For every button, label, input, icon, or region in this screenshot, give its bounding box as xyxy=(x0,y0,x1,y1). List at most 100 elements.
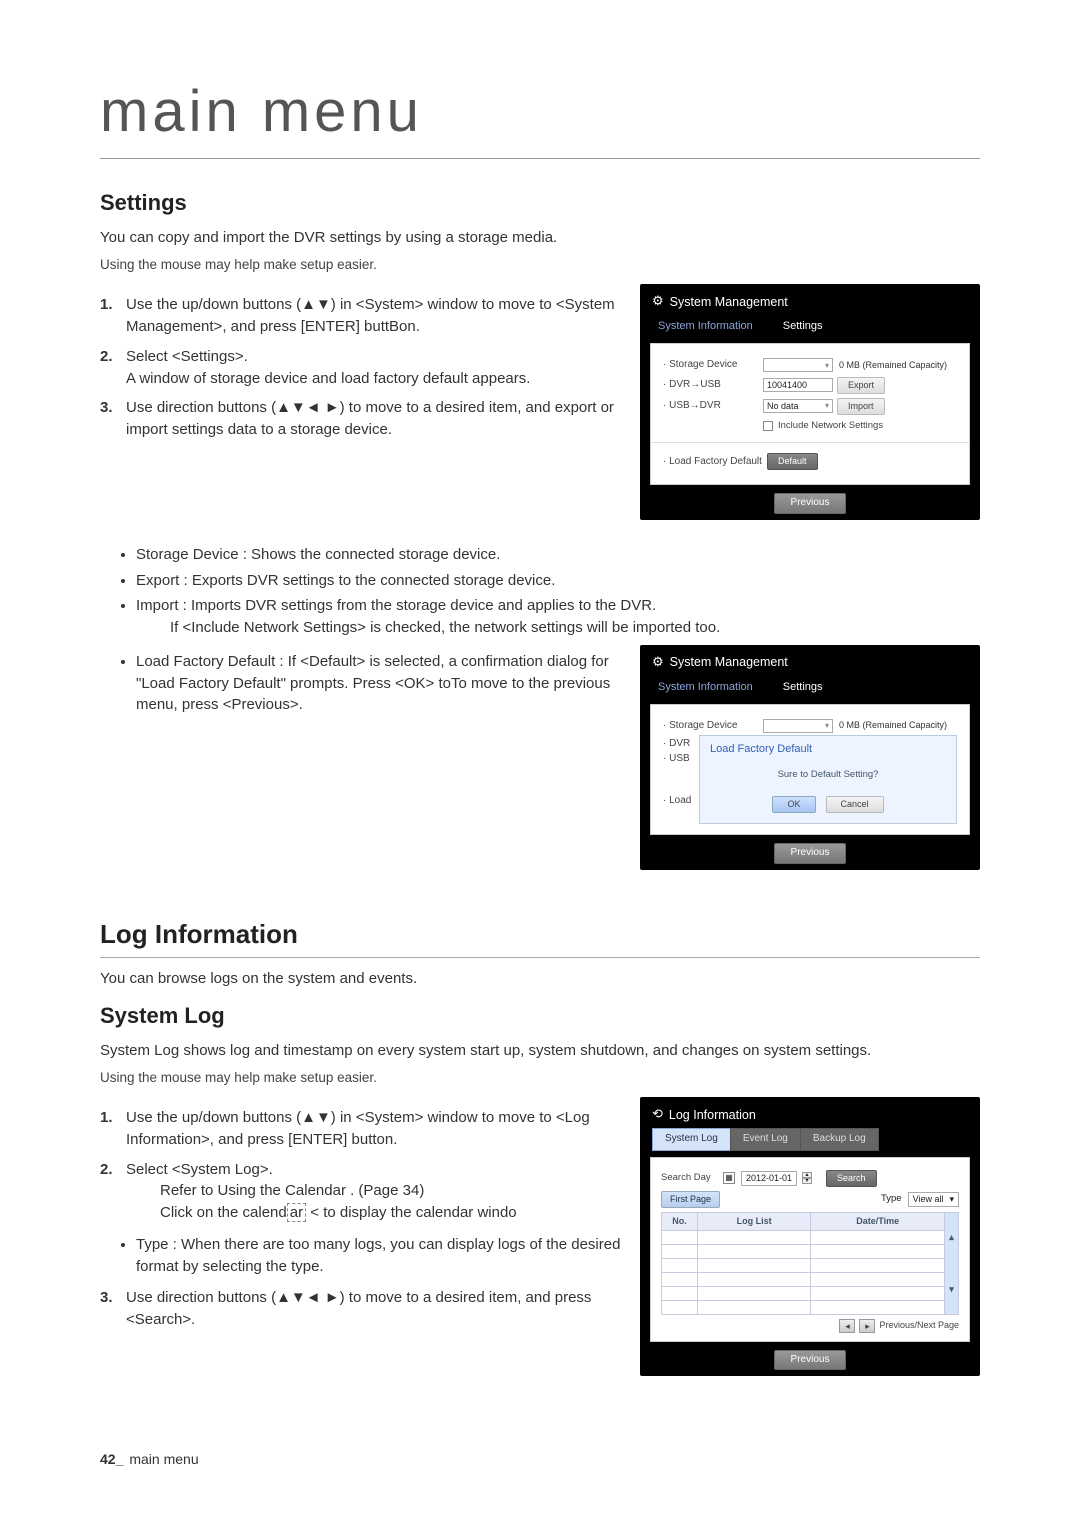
pager-prev-button[interactable]: ◂ xyxy=(839,1319,855,1333)
bullet-import: Import : Imports DVR settings from the s… xyxy=(136,595,980,639)
remained-capacity: 0 MB (Remained Capacity) xyxy=(839,359,947,372)
screenshot-system-management-settings: System Management System Information Set… xyxy=(640,284,980,520)
lbl-usb-dvr: USB→DVR xyxy=(663,399,763,414)
col-no: No. xyxy=(662,1212,698,1230)
side-load: · Load xyxy=(663,794,693,809)
ok-button[interactable]: OK xyxy=(772,796,815,813)
system-log-intro: System Log shows log and timestamp on ev… xyxy=(100,1040,980,1062)
step-1-text: Use the up/down buttons (▲▼) in <System>… xyxy=(126,296,615,335)
table-row xyxy=(662,1230,959,1244)
footer-text: main menu xyxy=(129,1451,198,1467)
table-row xyxy=(662,1258,959,1272)
pager-next-button[interactable]: ▸ xyxy=(859,1319,875,1333)
dialog-message: Sure to Default Setting? xyxy=(710,768,946,782)
page-title: main menu xyxy=(100,70,980,159)
screenshot-log-information: Log Information System Log Event Log Bac… xyxy=(640,1097,980,1376)
page-number: 42_ xyxy=(100,1451,123,1467)
bullet-import-note: If <Include Network Settings> is checked… xyxy=(136,617,980,639)
bullet-export: Export : Exports DVR settings to the con… xyxy=(136,570,980,592)
lbl-load-factory-default: Load Factory Default xyxy=(663,455,763,470)
log-information-heading: Log Information xyxy=(100,916,980,959)
settings-note: Using the mouse may help make setup easi… xyxy=(100,255,980,275)
shot2-title: System Management xyxy=(670,653,788,671)
system-log-heading: System Log xyxy=(100,1000,980,1032)
table-row xyxy=(662,1300,959,1314)
settings-heading: Settings xyxy=(100,187,980,219)
log-step-2: 2. Select <System Log>. Refer to Using t… xyxy=(122,1159,622,1224)
default-button[interactable]: Default xyxy=(767,453,818,470)
step-2: 2. Select <Settings>. A window of storag… xyxy=(122,346,622,390)
previous-button[interactable]: Previous xyxy=(774,1350,847,1371)
tab-system-information[interactable]: System Information xyxy=(658,680,753,696)
storage-device-select[interactable]: ▾ xyxy=(763,719,833,733)
log-table: No. Log List Date/Time ▴▾ xyxy=(661,1212,959,1315)
log-step-1: 1.Use the up/down buttons (▲▼) in <Syste… xyxy=(122,1107,622,1151)
stepper-down-icon[interactable]: ▾ xyxy=(802,1178,812,1184)
table-row xyxy=(662,1286,959,1300)
tab-settings[interactable]: Settings xyxy=(783,319,823,335)
back-icon xyxy=(652,1105,663,1124)
bullet-type: Type : When there are too many logs, you… xyxy=(136,1234,622,1278)
settings-intro: You can copy and import the DVR settings… xyxy=(100,227,980,249)
include-network-label: Include Network Settings xyxy=(778,419,883,433)
bullet-storage-device: Storage Device : Shows the connected sto… xyxy=(136,544,980,566)
tab-settings[interactable]: Settings xyxy=(783,680,823,696)
lbl-storage-device: Storage Device xyxy=(663,358,763,373)
side-dvr: · DVR xyxy=(663,737,693,752)
storage-device-select[interactable]: ▾ xyxy=(763,358,833,372)
system-log-note: Using the mouse may help make setup easi… xyxy=(100,1068,980,1088)
shot1-title: System Management xyxy=(670,293,788,311)
highlight-box: ar xyxy=(287,1203,306,1222)
previous-button[interactable]: Previous xyxy=(774,493,847,514)
page-footer: 42_ main menu xyxy=(100,1449,980,1469)
step-2b: A window of storage device and load fact… xyxy=(126,370,530,387)
lbl-storage-device: Storage Device xyxy=(663,719,763,734)
bullet-load-factory-default: Load Factory Default : If <Default> is s… xyxy=(136,651,622,716)
table-row xyxy=(662,1244,959,1258)
import-button[interactable]: Import xyxy=(837,398,885,415)
tab-system-log[interactable]: System Log xyxy=(652,1128,731,1151)
log-step-3: 3.Use direction buttons (▲▼◄ ►) to move … xyxy=(122,1287,622,1331)
first-page-button[interactable]: First Page xyxy=(661,1191,720,1208)
scrollbar[interactable]: ▴▾ xyxy=(945,1212,959,1314)
tab-system-information[interactable]: System Information xyxy=(658,319,753,335)
chevron-down-icon: ▾ xyxy=(825,400,829,412)
type-select[interactable]: View all▾ xyxy=(908,1192,959,1207)
screenshot-load-factory-default-dialog: System Management System Information Set… xyxy=(640,645,980,870)
pager-label: Previous/Next Page xyxy=(879,1319,959,1332)
step-1: 1.Use the up/down buttons (▲▼) in <Syste… xyxy=(122,294,622,338)
col-log-list: Log List xyxy=(698,1212,811,1230)
chevron-down-icon: ▾ xyxy=(949,1193,954,1206)
tab-backup-log[interactable]: Backup Log xyxy=(800,1128,879,1151)
lbl-type: Type xyxy=(881,1192,902,1206)
dialog-title: Load Factory Default xyxy=(710,742,946,758)
lbl-search-day: Search Day xyxy=(661,1171,717,1185)
date-stepper[interactable]: ▴▾ xyxy=(802,1172,812,1184)
side-usb: · USB xyxy=(663,752,693,767)
include-network-checkbox[interactable] xyxy=(763,421,773,431)
usb-dvr-select[interactable]: No data▾ xyxy=(763,399,833,413)
log-step-2b: Refer to Using the Calendar . (Page 34) xyxy=(126,1180,622,1202)
calendar-icon[interactable]: ▦ xyxy=(723,1172,735,1184)
chevron-down-icon: ▾ xyxy=(825,720,829,732)
table-row xyxy=(662,1272,959,1286)
log-step-2c: Click on the calendar < to display the c… xyxy=(126,1202,622,1224)
col-date-time: Date/Time xyxy=(811,1212,945,1230)
step-3-text: Use direction buttons (▲▼◄ ►) to move to… xyxy=(126,399,614,438)
gear-icon xyxy=(652,292,664,311)
export-button[interactable]: Export xyxy=(837,377,885,394)
dvr-usb-value: 10041400 xyxy=(763,378,833,392)
gear-icon xyxy=(652,653,664,672)
step-2a: Select <Settings>. xyxy=(126,348,248,365)
lbl-dvr-usb: DVR→USB xyxy=(663,378,763,393)
chevron-down-icon: ▾ xyxy=(825,360,829,372)
cancel-button[interactable]: Cancel xyxy=(826,796,884,813)
shot3-title: Log Information xyxy=(669,1106,756,1124)
tab-event-log[interactable]: Event Log xyxy=(730,1128,801,1151)
step-3: 3.Use direction buttons (▲▼◄ ►) to move … xyxy=(122,397,622,441)
search-button[interactable]: Search xyxy=(826,1170,877,1187)
remained-capacity: 0 MB (Remained Capacity) xyxy=(839,719,947,732)
previous-button[interactable]: Previous xyxy=(774,843,847,864)
log-intro: You can browse logs on the system and ev… xyxy=(100,968,980,990)
date-field[interactable]: 2012-01-01 xyxy=(741,1171,797,1186)
